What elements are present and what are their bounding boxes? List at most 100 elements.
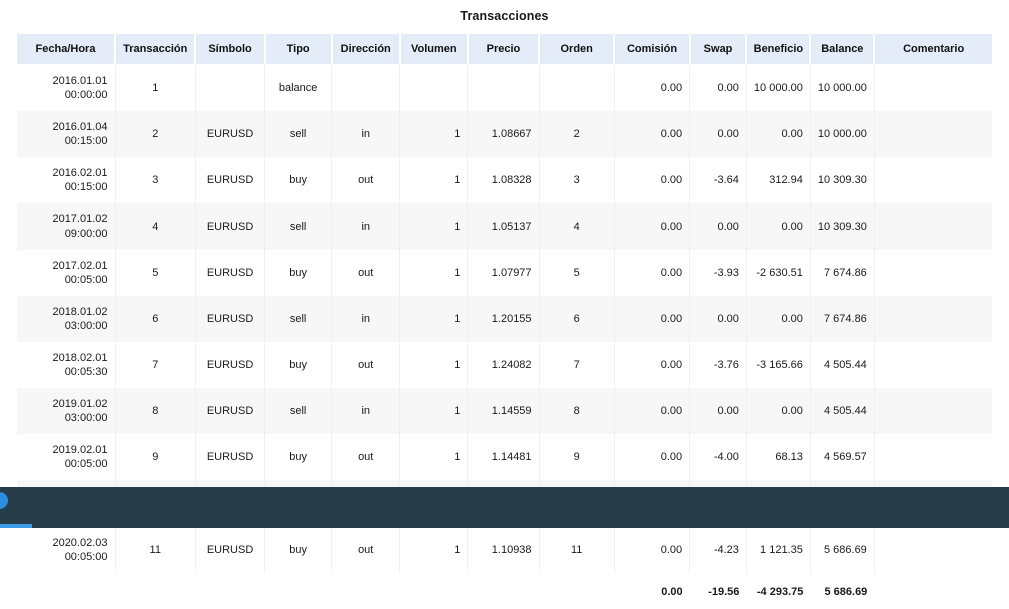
- cell-precio: 1.08328: [467, 157, 540, 204]
- cell-precio: 1.10938: [467, 526, 540, 573]
- totals-spacer-fecha-hora: [17, 572, 116, 609]
- transactions-report: Transacciones Fecha/Hora Transacción Sím…: [17, 9, 992, 598]
- cell-volumen: 1: [399, 526, 469, 573]
- cell-precio: 1.08667: [467, 111, 540, 158]
- cell-beneficio: 10 000.00: [746, 64, 811, 112]
- table-row[interactable]: 2016.02.01 00:15:00 3 EURUSD buy out 1 1.08328…: [17, 157, 992, 204]
- cell-precio: 1.14481: [467, 434, 540, 481]
- cell-simbolo: EURUSD: [195, 203, 266, 250]
- cell-swap: 0.00: [689, 203, 747, 250]
- cell-comision: 0.00: [614, 249, 691, 296]
- cell-comision: 0.00: [614, 295, 691, 342]
- cell-volumen: 1: [399, 434, 469, 481]
- cell-simbolo: [195, 64, 266, 112]
- cell-precio: 1.20155: [467, 295, 540, 342]
- column-header-orden[interactable]: Orden: [539, 34, 616, 65]
- cell-beneficio: 312.94: [746, 157, 811, 204]
- cell-swap: 0.00: [689, 111, 747, 158]
- cell-fecha-hora: 2019.01.02 03:00:00: [17, 388, 116, 435]
- cell-volumen: 1: [399, 388, 469, 435]
- column-header-simbolo[interactable]: Símbolo: [195, 34, 266, 65]
- cell-orden: 5: [539, 249, 615, 296]
- cell-beneficio: 0.00: [746, 388, 811, 435]
- column-header-swap[interactable]: Swap: [689, 34, 748, 65]
- table-row[interactable]: 2019.01.02 03:00:00 8 EURUSD sell in 1 1.14559…: [17, 388, 992, 435]
- table-row[interactable]: 2018.02.01 00:05:30 7 EURUSD buy out 1 1.24082…: [17, 341, 992, 389]
- cell-comentario: [874, 388, 992, 435]
- cell-simbolo: EURUSD: [195, 295, 266, 342]
- table-row[interactable]: 2017.01.02 09:00:00 4 EURUSD sell in 1 1.05137…: [17, 203, 992, 250]
- cell-orden: 8: [539, 388, 615, 435]
- cell-comision: 0.00: [614, 111, 691, 158]
- cell-orden: 11: [539, 526, 615, 573]
- table-row[interactable]: 2019.02.01 00:05:00 9 EURUSD buy out 1 1.14481…: [17, 434, 992, 481]
- cell-tipo: sell: [264, 295, 333, 342]
- cell-comentario: [874, 434, 992, 481]
- cell-direccion: in: [331, 111, 401, 158]
- column-header-tipo[interactable]: Tipo: [264, 34, 333, 65]
- cell-orden: 4: [539, 203, 615, 250]
- totals-spacer-tipo: [264, 572, 332, 609]
- page-title: Transacciones: [460, 9, 549, 23]
- cell-comentario: [874, 341, 992, 389]
- cell-tipo: buy: [264, 434, 333, 481]
- cell-beneficio: -3 165.66: [746, 341, 811, 389]
- cell-volumen: 1: [399, 157, 469, 204]
- cell-orden: 2: [539, 111, 615, 158]
- cell-comentario: [874, 249, 992, 296]
- cell-direccion: [331, 64, 401, 112]
- column-header-transaccion[interactable]: Transacción: [115, 34, 197, 65]
- cell-swap: 0.00: [689, 64, 747, 112]
- cell-simbolo: EURUSD: [195, 111, 266, 158]
- totals-comision: 0.00: [614, 572, 690, 609]
- totals-spacer-simbolo: [195, 572, 265, 609]
- cell-swap: -4.00: [689, 434, 747, 481]
- cell-balance: 7 674.86: [810, 295, 875, 342]
- cell-swap: 0.00: [689, 388, 747, 435]
- cell-comentario: [874, 526, 992, 573]
- cell-fecha-hora: 2020.02.03 00:05:00: [17, 526, 116, 573]
- column-header-beneficio[interactable]: Beneficio: [746, 34, 812, 65]
- cell-comision: 0.00: [614, 434, 691, 481]
- cell-tipo: sell: [264, 388, 333, 435]
- column-header-comision[interactable]: Comisión: [614, 34, 691, 65]
- cell-fecha-hora: 2018.01.02 03:00:00: [17, 295, 116, 342]
- column-header-volumen[interactable]: Volumen: [399, 34, 469, 65]
- totals-spacer-precio: [467, 572, 540, 609]
- cell-beneficio: -2 630.51: [746, 249, 811, 296]
- table-row[interactable]: 2020.02.03 00:05:00 11 EURUSD buy out 1 1.1093…: [17, 526, 992, 573]
- cell-beneficio: 1 121.35: [746, 526, 811, 573]
- cell-comision: 0.00: [614, 341, 691, 389]
- cell-volumen: 1: [399, 111, 469, 158]
- column-header-comentario[interactable]: Comentario: [874, 34, 992, 65]
- cell-volumen: 1: [399, 341, 469, 389]
- column-header-direccion[interactable]: Dirección: [331, 34, 401, 65]
- column-header-precio[interactable]: Precio: [467, 34, 541, 65]
- cell-direccion: out: [331, 341, 401, 389]
- table-row[interactable]: 2016.01.01 00:00:00 1 balance 0.00 0.00 10 00…: [17, 64, 992, 112]
- cell-transaccion: 1: [115, 64, 196, 112]
- cell-transaccion: 11: [115, 526, 196, 573]
- cell-balance: 4 505.44: [810, 388, 875, 435]
- totals-swap: -19.56: [689, 572, 747, 609]
- cell-direccion: out: [331, 526, 401, 573]
- column-header-balance[interactable]: Balance: [810, 34, 876, 65]
- cell-transaccion: 9: [115, 434, 196, 481]
- table-row[interactable]: 2018.01.02 03:00:00 6 EURUSD sell in 1 1.20155…: [17, 295, 992, 342]
- totals-balance: 5 686.69: [810, 572, 875, 609]
- cell-tipo: balance: [264, 64, 333, 112]
- cell-transaccion: 8: [115, 388, 196, 435]
- table-row[interactable]: 2016.01.04 00:15:00 2 EURUSD sell in 1 1.08667…: [17, 111, 992, 158]
- table-totals-row: 0.00 -19.56 -4 293.75 5 686.69: [17, 572, 992, 609]
- cell-fecha-hora: 2016.01.04 00:15:00: [17, 111, 116, 158]
- cell-transaccion: 6: [115, 295, 196, 342]
- cell-comision: 0.00: [614, 157, 691, 204]
- table-row[interactable]: 2017.02.01 00:05:00 5 EURUSD buy out 1 1.07977…: [17, 249, 992, 296]
- table-header: Fecha/Hora Transacción Símbolo Tipo Dire…: [17, 34, 992, 65]
- cell-transaccion: 3: [115, 157, 196, 204]
- column-header-fecha-hora[interactable]: Fecha/Hora: [17, 34, 117, 65]
- cell-precio: [467, 64, 540, 112]
- cell-direccion: in: [331, 203, 401, 250]
- cell-fecha-hora: 2019.02.01 00:05:00: [17, 434, 116, 481]
- cell-simbolo: EURUSD: [195, 249, 266, 296]
